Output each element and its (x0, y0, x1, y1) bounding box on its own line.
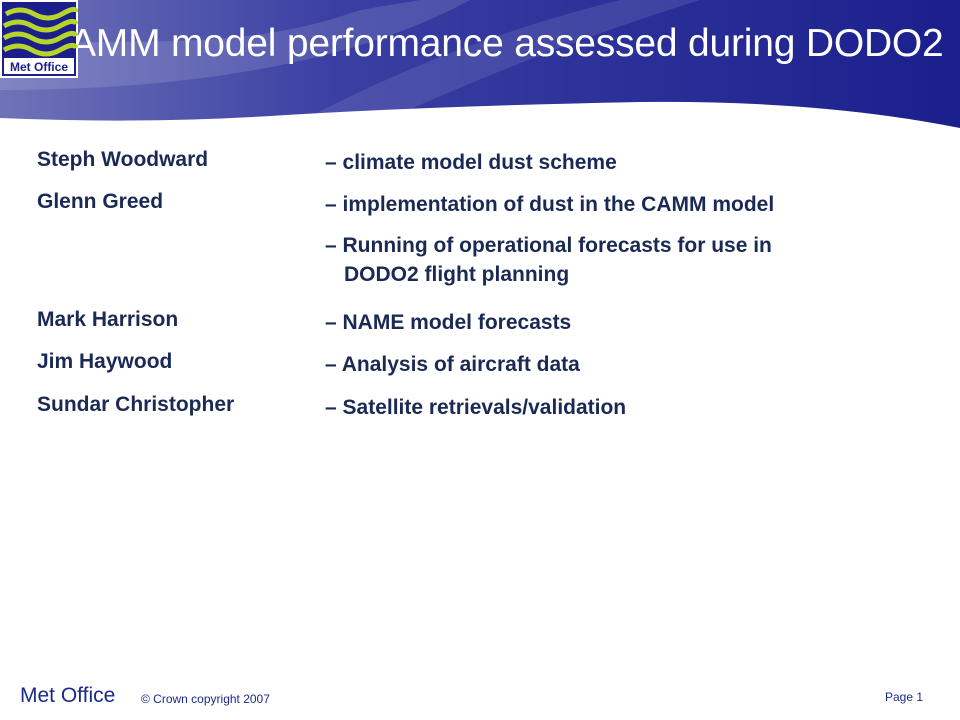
contributor-role: – Running of operational forecasts for u… (325, 234, 772, 257)
footer-copyright: © Crown copyright 2007 (141, 692, 270, 706)
contributor-role: – climate model dust scheme (325, 151, 617, 174)
contributor-name: Sundar Christopher (37, 393, 235, 416)
contributor-role: – NAME model forecasts (325, 311, 572, 334)
contributor-role-multiline: – Running of operational forecasts for u… (325, 231, 772, 289)
contributor-role: – Satellite retrievals/validation (325, 396, 627, 419)
slide-title: CAMM model performance assessed during D… (42, 22, 944, 65)
contributor-role: – implementation of dust in the CAMM mod… (325, 193, 775, 216)
logo-text: Met Office (10, 60, 68, 74)
contributor-role: – Analysis of aircraft data (325, 353, 580, 376)
contributor-name: Steph Woodward (37, 148, 209, 171)
contributor-role-continued: DODO2 flight planning (344, 263, 570, 286)
met-office-logo: Met Office (0, 0, 78, 78)
header-wave-banner (0, 0, 960, 132)
contributor-name: Glenn Greed (37, 190, 164, 213)
contributor-name: Mark Harrison (37, 308, 179, 331)
page-number: Page 1 (885, 690, 924, 704)
contributor-name: Jim Haywood (37, 350, 173, 373)
footer-brand: Met Office (20, 684, 116, 707)
slide-header: CAMM model performance assessed during D… (0, 0, 960, 132)
